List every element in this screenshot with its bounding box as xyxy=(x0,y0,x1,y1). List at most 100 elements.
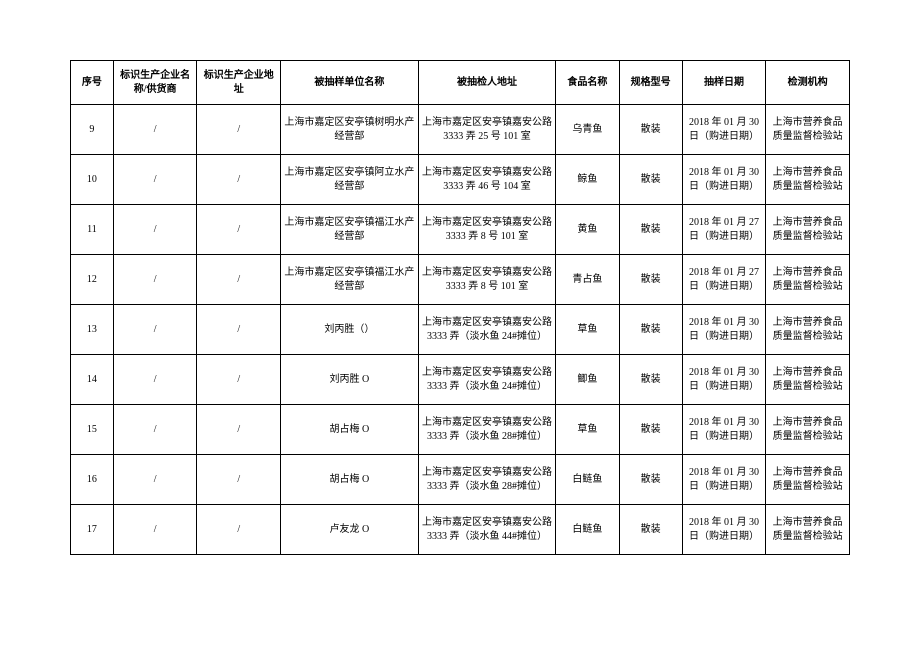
col-header-7: 抽样日期 xyxy=(682,61,766,105)
table-row: 13//刘丙胜（）上海市嘉定区安亭镇嘉安公路 3333 弄（淡水鱼 24#摊位）… xyxy=(71,305,850,355)
cell-4-8: 上海市营养食品质量监督检验站 xyxy=(766,305,850,355)
cell-6-7: 2018 年 01 月 30 日（购进日期） xyxy=(682,405,766,455)
cell-2-6: 散装 xyxy=(619,205,682,255)
cell-0-7: 2018 年 01 月 30 日（购进日期） xyxy=(682,105,766,155)
cell-1-4: 上海市嘉定区安亭镇嘉安公路 3333 弄 46 号 104 室 xyxy=(418,155,556,205)
cell-7-1: / xyxy=(113,455,197,505)
cell-0-5: 乌青鱼 xyxy=(556,105,619,155)
col-header-6: 规格型号 xyxy=(619,61,682,105)
cell-3-3: 上海市嘉定区安亭镇福江水产经营部 xyxy=(281,255,419,305)
cell-4-7: 2018 年 01 月 30 日（购进日期） xyxy=(682,305,766,355)
cell-5-7: 2018 年 01 月 30 日（购进日期） xyxy=(682,355,766,405)
cell-8-6: 散装 xyxy=(619,505,682,555)
cell-8-0: 17 xyxy=(71,505,114,555)
cell-6-3: 胡占梅 O xyxy=(281,405,419,455)
cell-4-1: / xyxy=(113,305,197,355)
cell-8-1: / xyxy=(113,505,197,555)
cell-0-3: 上海市嘉定区安亭镇树明水产经营部 xyxy=(281,105,419,155)
cell-8-3: 卢友龙 O xyxy=(281,505,419,555)
cell-7-7: 2018 年 01 月 30 日（购进日期） xyxy=(682,455,766,505)
cell-2-3: 上海市嘉定区安亭镇福江水产经营部 xyxy=(281,205,419,255)
cell-8-7: 2018 年 01 月 30 日（购进日期） xyxy=(682,505,766,555)
cell-6-8: 上海市营养食品质量监督检验站 xyxy=(766,405,850,455)
cell-3-1: / xyxy=(113,255,197,305)
table-row: 15//胡占梅 O上海市嘉定区安亭镇嘉安公路 3333 弄（淡水鱼 28#摊位）… xyxy=(71,405,850,455)
cell-3-7: 2018 年 01 月 27 日（购进日期） xyxy=(682,255,766,305)
cell-0-6: 散装 xyxy=(619,105,682,155)
table-row: 11//上海市嘉定区安亭镇福江水产经营部上海市嘉定区安亭镇嘉安公路 3333 弄… xyxy=(71,205,850,255)
col-header-8: 检测机构 xyxy=(766,61,850,105)
cell-7-2: / xyxy=(197,455,281,505)
cell-4-6: 散装 xyxy=(619,305,682,355)
cell-3-2: / xyxy=(197,255,281,305)
cell-1-0: 10 xyxy=(71,155,114,205)
cell-8-4: 上海市嘉定区安亭镇嘉安公路 3333 弄（淡水鱼 44#摊位） xyxy=(418,505,556,555)
cell-6-2: / xyxy=(197,405,281,455)
table-row: 12//上海市嘉定区安亭镇福江水产经营部上海市嘉定区安亭镇嘉安公路 3333 弄… xyxy=(71,255,850,305)
cell-2-7: 2018 年 01 月 27 日（购进日期） xyxy=(682,205,766,255)
cell-2-4: 上海市嘉定区安亭镇嘉安公路 3333 弄 8 号 101 室 xyxy=(418,205,556,255)
cell-5-3: 刘丙胜 O xyxy=(281,355,419,405)
table-row: 14//刘丙胜 O上海市嘉定区安亭镇嘉安公路 3333 弄（淡水鱼 24#摊位）… xyxy=(71,355,850,405)
header-row: 序号标识生产企业名称/供货商标识生产企业地址被抽样单位名称被抽检人地址食品名称规… xyxy=(71,61,850,105)
col-header-2: 标识生产企业地址 xyxy=(197,61,281,105)
cell-7-3: 胡占梅 O xyxy=(281,455,419,505)
cell-2-2: / xyxy=(197,205,281,255)
cell-1-2: / xyxy=(197,155,281,205)
cell-4-5: 草鱼 xyxy=(556,305,619,355)
cell-3-8: 上海市营养食品质量监督检验站 xyxy=(766,255,850,305)
col-header-4: 被抽检人地址 xyxy=(418,61,556,105)
cell-6-4: 上海市嘉定区安亭镇嘉安公路 3333 弄（淡水鱼 28#摊位） xyxy=(418,405,556,455)
cell-2-1: / xyxy=(113,205,197,255)
cell-5-0: 14 xyxy=(71,355,114,405)
table-header: 序号标识生产企业名称/供货商标识生产企业地址被抽样单位名称被抽检人地址食品名称规… xyxy=(71,61,850,105)
cell-6-1: / xyxy=(113,405,197,455)
cell-2-0: 11 xyxy=(71,205,114,255)
cell-7-5: 白鲢鱼 xyxy=(556,455,619,505)
cell-3-0: 12 xyxy=(71,255,114,305)
cell-5-8: 上海市营养食品质量监督检验站 xyxy=(766,355,850,405)
cell-8-8: 上海市营养食品质量监督检验站 xyxy=(766,505,850,555)
cell-5-2: / xyxy=(197,355,281,405)
cell-3-5: 青占鱼 xyxy=(556,255,619,305)
cell-7-8: 上海市营养食品质量监督检验站 xyxy=(766,455,850,505)
cell-2-5: 黄鱼 xyxy=(556,205,619,255)
cell-7-4: 上海市嘉定区安亭镇嘉安公路 3333 弄（淡水鱼 28#摊位） xyxy=(418,455,556,505)
cell-1-1: / xyxy=(113,155,197,205)
cell-6-5: 草鱼 xyxy=(556,405,619,455)
cell-5-6: 散装 xyxy=(619,355,682,405)
cell-5-1: / xyxy=(113,355,197,405)
cell-8-2: / xyxy=(197,505,281,555)
cell-4-2: / xyxy=(197,305,281,355)
table-row: 17//卢友龙 O上海市嘉定区安亭镇嘉安公路 3333 弄（淡水鱼 44#摊位）… xyxy=(71,505,850,555)
cell-5-4: 上海市嘉定区安亭镇嘉安公路 3333 弄（淡水鱼 24#摊位） xyxy=(418,355,556,405)
cell-4-0: 13 xyxy=(71,305,114,355)
table-row: 9//上海市嘉定区安亭镇树明水产经营部上海市嘉定区安亭镇嘉安公路 3333 弄 … xyxy=(71,105,850,155)
cell-3-4: 上海市嘉定区安亭镇嘉安公路 3333 弄 8 号 101 室 xyxy=(418,255,556,305)
col-header-1: 标识生产企业名称/供货商 xyxy=(113,61,197,105)
cell-0-8: 上海市营养食品质量监督检验站 xyxy=(766,105,850,155)
cell-7-0: 16 xyxy=(71,455,114,505)
cell-8-5: 白鲢鱼 xyxy=(556,505,619,555)
cell-6-6: 散装 xyxy=(619,405,682,455)
cell-7-6: 散装 xyxy=(619,455,682,505)
table-row: 10//上海市嘉定区安亭镇阿立水产经营部上海市嘉定区安亭镇嘉安公路 3333 弄… xyxy=(71,155,850,205)
cell-0-2: / xyxy=(197,105,281,155)
cell-0-0: 9 xyxy=(71,105,114,155)
cell-1-3: 上海市嘉定区安亭镇阿立水产经营部 xyxy=(281,155,419,205)
cell-1-6: 散装 xyxy=(619,155,682,205)
cell-0-4: 上海市嘉定区安亭镇嘉安公路 3333 弄 25 号 101 室 xyxy=(418,105,556,155)
cell-0-1: / xyxy=(113,105,197,155)
cell-4-4: 上海市嘉定区安亭镇嘉安公路 3333 弄（淡水鱼 24#摊位） xyxy=(418,305,556,355)
cell-5-5: 鲫鱼 xyxy=(556,355,619,405)
inspection-table: 序号标识生产企业名称/供货商标识生产企业地址被抽样单位名称被抽检人地址食品名称规… xyxy=(70,60,850,555)
cell-2-8: 上海市营养食品质量监督检验站 xyxy=(766,205,850,255)
cell-1-5: 鲸鱼 xyxy=(556,155,619,205)
col-header-5: 食品名称 xyxy=(556,61,619,105)
cell-1-7: 2018 年 01 月 30 日（购进日期） xyxy=(682,155,766,205)
table-body: 9//上海市嘉定区安亭镇树明水产经营部上海市嘉定区安亭镇嘉安公路 3333 弄 … xyxy=(71,105,850,555)
cell-6-0: 15 xyxy=(71,405,114,455)
col-header-0: 序号 xyxy=(71,61,114,105)
cell-4-3: 刘丙胜（） xyxy=(281,305,419,355)
table-row: 16//胡占梅 O上海市嘉定区安亭镇嘉安公路 3333 弄（淡水鱼 28#摊位）… xyxy=(71,455,850,505)
